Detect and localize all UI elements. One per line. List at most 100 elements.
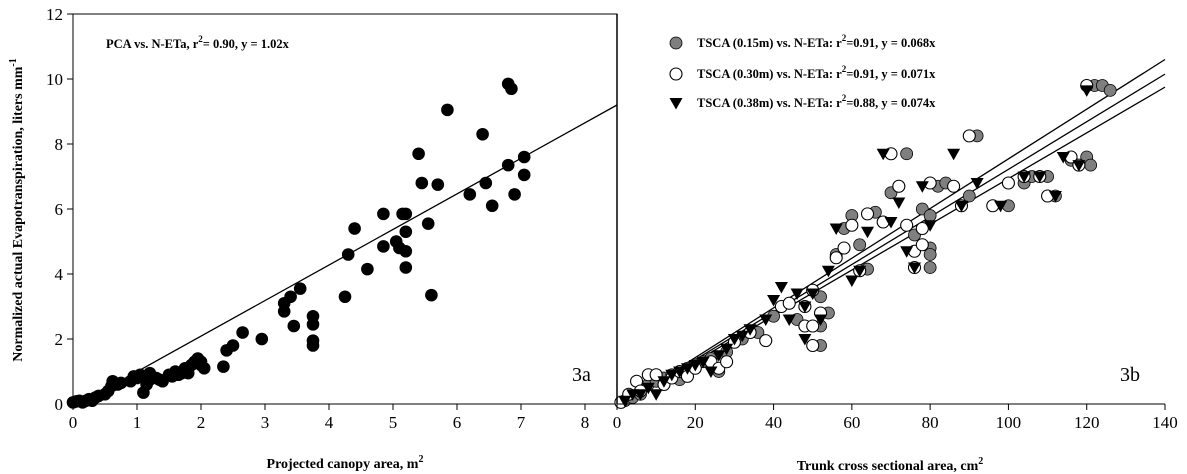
data-point: [412, 147, 425, 161]
data-point: [735, 330, 749, 343]
data-point: [790, 288, 804, 300]
y-tick-label: 8: [55, 135, 64, 154]
data-points-3b: [614, 78, 1117, 409]
data-point: [399, 261, 413, 274]
fit-lines-3b: [616, 58, 1166, 408]
data-point: [649, 389, 663, 401]
data-point: [845, 275, 859, 287]
x-tick-label: 100: [996, 413, 1022, 432]
data-point: [197, 361, 211, 375]
data-point: [814, 314, 828, 326]
data-point: [947, 148, 961, 161]
fit-equation-3a: PCA vs. N-ETa, r2= 0.90, y = 1.02x: [106, 34, 290, 51]
data-point: [1033, 171, 1047, 183]
x-axis-ticks-3a: 0 1 2 3 4 5 6 7 8: [69, 404, 590, 432]
data-point: [508, 188, 521, 201]
legend-label: TSCA (0.30m) vs. N-ETa: r2=0.91, y = 0.0…: [697, 64, 936, 81]
data-point: [720, 355, 734, 369]
data-points-3a: [66, 77, 531, 409]
data-point: [892, 197, 906, 209]
data-point: [759, 334, 773, 348]
x-tick-label: 6: [453, 413, 462, 432]
data-point: [900, 218, 914, 232]
y-tick-label: 2: [55, 330, 64, 349]
y-tick-label: 0: [55, 395, 64, 414]
x-axis-title-3a: Projected canopy area, m2: [267, 454, 424, 472]
data-point: [1056, 152, 1070, 164]
data-point: [884, 217, 898, 229]
data-point: [348, 222, 361, 235]
y-tick-label: 4: [55, 265, 64, 284]
data-point: [688, 360, 702, 372]
regression-line: [616, 58, 1166, 408]
data-point: [236, 326, 249, 339]
data-point: [680, 363, 694, 375]
data-point: [923, 220, 937, 232]
data-point: [399, 225, 413, 239]
data-point: [415, 176, 429, 190]
data-point: [774, 282, 788, 294]
y-tick-label: 12: [46, 5, 63, 24]
data-point: [759, 314, 773, 326]
x-tick-label: 20: [687, 413, 704, 432]
data-point: [377, 207, 390, 221]
panel-label-3b: 3b: [1120, 364, 1140, 386]
y-axis-title: Normalized actual Evapotranspiration, li…: [8, 58, 26, 361]
data-point: [782, 314, 796, 326]
x-tick-label: 8: [581, 413, 590, 432]
y-tick-label: 10: [46, 70, 63, 89]
data-point: [860, 207, 875, 221]
data-point: [476, 127, 489, 141]
data-point: [361, 262, 374, 276]
x-tick-label: 120: [1074, 413, 1100, 432]
data-point: [696, 356, 710, 369]
data-point: [399, 207, 413, 221]
data-point: [1080, 85, 1094, 97]
data-point: [517, 168, 531, 182]
data-point: [798, 301, 812, 313]
data-point: [947, 179, 961, 193]
legend-label: TSCA (0.15m) vs. N-ETa: r2=0.91, y = 0.0…: [697, 33, 936, 50]
data-point: [338, 290, 352, 304]
data-point: [463, 188, 477, 201]
y-axis-ticks-3a: 0 2 4 6 8 10 12: [46, 5, 73, 414]
x-tick-label: 40: [765, 413, 782, 432]
data-point: [876, 148, 890, 161]
data-point: [821, 265, 835, 278]
data-point: [806, 288, 820, 300]
x-tick-label: 80: [922, 413, 939, 432]
data-point: [421, 217, 435, 230]
data-point: [1103, 83, 1117, 97]
data-point: [431, 178, 445, 191]
data-point: [1001, 176, 1015, 190]
x-tick-label: 0: [69, 413, 78, 432]
y-tick-label: 6: [55, 200, 64, 219]
data-point: [923, 248, 937, 261]
data-point: [915, 238, 929, 252]
data-point: [704, 366, 718, 378]
data-point: [255, 332, 269, 346]
data-point: [892, 179, 906, 193]
data-point: [712, 350, 726, 362]
data-point: [633, 389, 647, 401]
data-point: [853, 238, 867, 252]
data-point: [829, 251, 843, 265]
data-point: [217, 360, 230, 373]
data-point: [517, 150, 531, 164]
data-point: [641, 382, 655, 395]
data-point: [962, 189, 976, 203]
x-tick-label: 5: [389, 413, 398, 432]
data-point: [923, 209, 937, 222]
data-point: [900, 147, 914, 161]
x-tick-label: 140: [1152, 413, 1178, 432]
data-point: [306, 318, 320, 331]
data-point: [425, 288, 438, 302]
panel-label-3a: 3a: [572, 364, 591, 386]
data-point: [287, 319, 301, 333]
plot-frame-3a: [72, 13, 618, 405]
data-point: [293, 282, 307, 295]
legend-marker: [669, 36, 683, 50]
data-point: [861, 226, 875, 239]
